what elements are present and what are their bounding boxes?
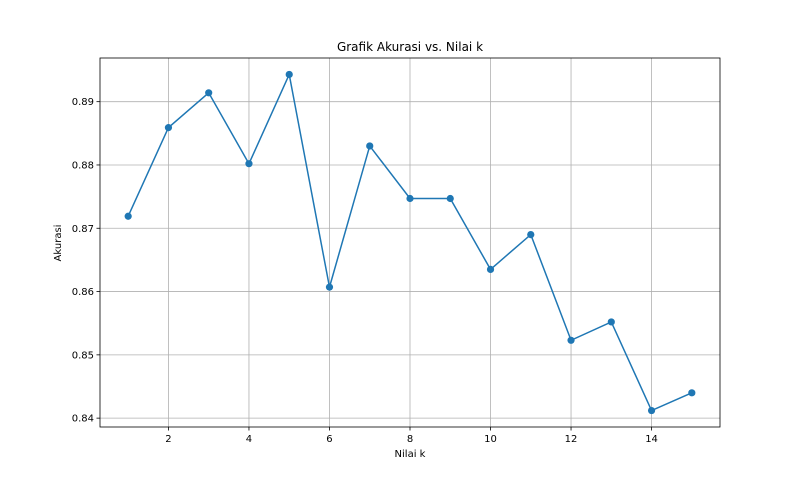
- data-point: [245, 160, 253, 168]
- y-tick-label: 0.87: [72, 224, 94, 235]
- y-tick-label: 0.89: [72, 97, 94, 108]
- series-layer: [124, 70, 696, 415]
- chart-title: Grafik Akurasi vs. Nilai k: [337, 40, 483, 54]
- axis-ticks: 2 4 6 8 10 12 14 0.84 0.85 0.86 0.87 0.88 0.89: [72, 97, 658, 445]
- data-point: [366, 142, 374, 150]
- y-axis-label: Akurasi: [53, 225, 64, 262]
- data-point: [486, 265, 495, 273]
- plot-frame: [99, 57, 721, 428]
- data-point: [124, 212, 132, 220]
- x-tick-label: 2: [165, 434, 171, 445]
- data-point: [607, 318, 615, 326]
- x-tick-label: 6: [326, 434, 332, 445]
- data-point: [688, 389, 696, 397]
- x-tick-label: 8: [407, 434, 413, 445]
- data-point: [527, 230, 535, 239]
- data-point: [325, 283, 334, 291]
- grid-lines: [100, 58, 720, 427]
- y-tick-label: 0.84: [72, 414, 94, 425]
- data-point: [647, 406, 656, 415]
- x-tick-label: 14: [645, 434, 658, 445]
- data-point: [567, 336, 575, 344]
- x-tick-label: 4: [246, 434, 252, 445]
- data-point: [446, 194, 454, 203]
- x-tick-label: 12: [565, 434, 578, 445]
- y-tick-label: 0.88: [72, 160, 94, 171]
- x-axis-label: Nilai k: [395, 449, 426, 460]
- data-point: [285, 70, 293, 79]
- data-point: [406, 194, 414, 203]
- data-point: [205, 89, 213, 97]
- x-tick-label: 10: [484, 434, 497, 445]
- y-tick-label: 0.85: [72, 350, 94, 361]
- y-tick-label: 0.86: [72, 287, 94, 298]
- data-point: [164, 124, 173, 132]
